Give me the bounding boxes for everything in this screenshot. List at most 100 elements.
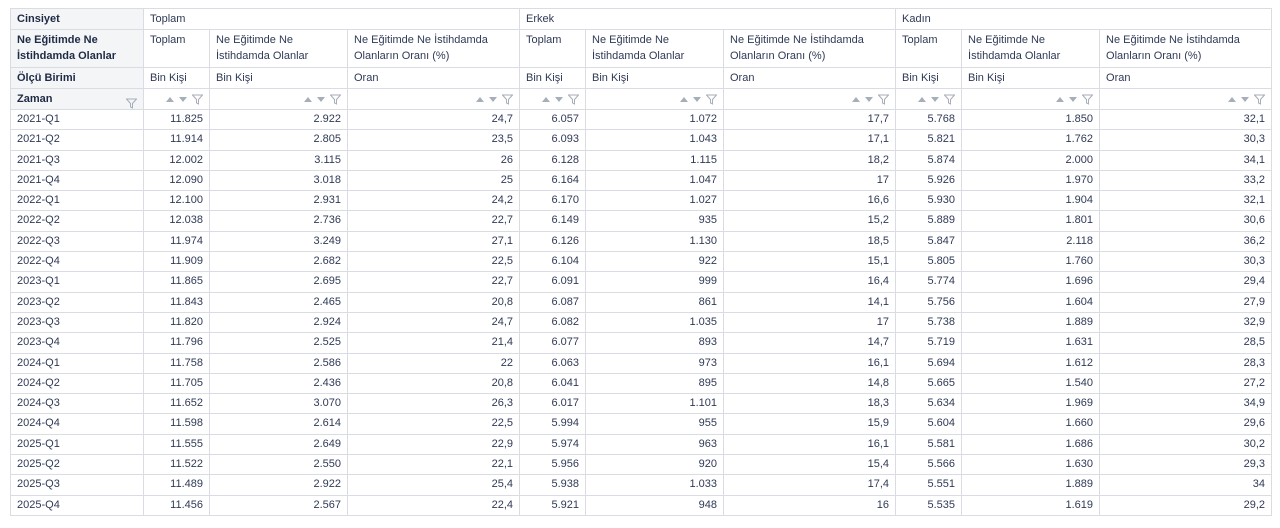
value-cell-erkek-total: 6.017	[519, 393, 586, 415]
value-cell-erkek-neet-count: 963	[585, 433, 724, 456]
value-cell-erkek-neet-rate: 14,7	[722, 332, 897, 354]
value-cell-toplam-neet-rate: 22,5	[347, 413, 520, 435]
value-cell-kadin-total: 5.566	[895, 454, 963, 476]
filter-funnel-icon[interactable]	[567, 90, 580, 109]
sort-ascending-icon[interactable]	[1056, 96, 1065, 102]
value-cell-toplam-total: 11.974	[143, 230, 210, 253]
time-cell: 2023-Q4	[10, 332, 144, 354]
time-cell: 2022-Q4	[10, 251, 144, 273]
filter-funnel-icon[interactable]	[943, 90, 956, 109]
value-cell-toplam-total: 11.705	[143, 372, 210, 395]
column-controls-erkek-neet-count	[585, 88, 724, 110]
value-cell-kadin-total: 5.768	[895, 108, 963, 131]
filter-funnel-icon[interactable]	[705, 90, 718, 109]
value-cell-erkek-neet-rate: 17	[722, 311, 897, 334]
cinsiyet-label: Cinsiyet	[10, 8, 144, 30]
sort-descending-icon[interactable]	[1241, 96, 1250, 102]
sort-descending-icon[interactable]	[317, 96, 325, 102]
value-cell-kadin-neet-count: 1.660	[961, 413, 1101, 435]
value-cell-kadin-neet-rate: 30,2	[1099, 433, 1273, 456]
sort-ascending-icon[interactable]	[1228, 96, 1237, 102]
filter-funnel-icon[interactable]	[125, 93, 138, 109]
group-header-erkek: Erkek	[518, 8, 897, 30]
filter-funnel-icon[interactable]	[1081, 90, 1094, 109]
value-cell-erkek-neet-rate: 15,2	[722, 210, 897, 232]
value-cell-toplam-neet-rate: 25	[347, 169, 520, 192]
unit-header-toplam-neet-count: Bin Kişi	[209, 67, 348, 89]
sort-descending-icon[interactable]	[693, 96, 701, 102]
value-cell-toplam-total: 11.522	[143, 454, 210, 476]
value-cell-toplam-total: 11.914	[143, 129, 210, 151]
value-cell-erkek-total: 6.170	[519, 190, 586, 212]
value-cell-kadin-neet-count: 1.760	[961, 251, 1101, 273]
filter-funnel-icon[interactable]	[191, 90, 204, 109]
value-cell-toplam-neet-count: 2.525	[209, 332, 348, 354]
time-cell: 2022-Q2	[10, 210, 144, 232]
value-cell-toplam-neet-rate: 22,7	[347, 271, 520, 293]
unit-header-kadin-total: Bin Kişi	[895, 67, 963, 89]
measure-header-toplam-total: Toplam	[143, 29, 210, 68]
gender-header-row: Cinsiyet Toplam Erkek Kadın	[10, 8, 1273, 30]
filter-funnel-icon[interactable]	[1253, 90, 1266, 109]
sort-ascending-icon[interactable]	[476, 96, 484, 102]
group-header-toplam: Toplam	[143, 8, 520, 30]
value-cell-kadin-neet-rate: 34,1	[1099, 149, 1273, 171]
value-cell-erkek-neet-count: 935	[585, 210, 724, 232]
value-cell-kadin-neet-rate: 34	[1099, 474, 1273, 496]
value-cell-erkek-neet-count: 1.101	[585, 393, 724, 415]
sort-ascending-icon[interactable]	[166, 96, 174, 102]
sort-descending-icon[interactable]	[865, 96, 874, 102]
value-cell-kadin-total: 5.694	[895, 352, 963, 374]
value-cell-toplam-total: 12.038	[143, 210, 210, 232]
value-cell-erkek-neet-rate: 16,6	[722, 190, 897, 212]
table-row: 2024-Q1 11.758 2.586 22 6.063 973 16,1 5.694 1.6…	[10, 352, 1273, 374]
value-cell-toplam-total: 11.489	[143, 474, 210, 496]
time-cell: 2021-Q4	[10, 169, 144, 192]
sort-descending-icon[interactable]	[555, 96, 563, 102]
column-controls-kadin-total	[895, 88, 963, 110]
value-cell-erkek-neet-count: 1.115	[585, 149, 724, 171]
sort-ascending-icon[interactable]	[918, 96, 927, 102]
value-cell-toplam-neet-rate: 22	[347, 352, 520, 374]
time-cell: 2023-Q1	[10, 271, 144, 293]
value-cell-toplam-neet-rate: 21,4	[347, 332, 520, 354]
value-cell-toplam-total: 11.598	[143, 413, 210, 435]
filter-funnel-icon[interactable]	[877, 90, 890, 109]
sort-ascending-icon[interactable]	[542, 96, 550, 102]
value-cell-toplam-neet-count: 2.805	[209, 129, 348, 151]
sort-descending-icon[interactable]	[1069, 96, 1078, 102]
table-row: 2025-Q4 11.456 2.567 22,4 5.921 948 16 5.535 1.6…	[10, 494, 1273, 516]
value-cell-erkek-neet-rate: 14,8	[722, 372, 897, 395]
value-cell-toplam-neet-rate: 24,7	[347, 311, 520, 334]
value-cell-kadin-neet-rate: 27,9	[1099, 291, 1273, 313]
value-cell-kadin-neet-count: 1.969	[961, 393, 1101, 415]
value-cell-erkek-neet-count: 861	[585, 291, 724, 313]
table-row: 2021-Q4 12.090 3.018 25 6.164 1.047 17 5.926 1.9…	[10, 169, 1273, 192]
time-cell: 2024-Q1	[10, 352, 144, 374]
table-row: 2023-Q4 11.796 2.525 21,4 6.077 893 14,7 5.719 1…	[10, 332, 1273, 354]
sort-ascending-icon[interactable]	[304, 96, 312, 102]
filter-funnel-icon[interactable]	[329, 90, 342, 109]
sort-ascending-icon[interactable]	[852, 96, 861, 102]
value-cell-erkek-neet-count: 1.130	[585, 230, 724, 253]
value-cell-erkek-neet-rate: 15,1	[722, 251, 897, 273]
value-cell-kadin-total: 5.847	[895, 230, 963, 253]
sort-ascending-icon[interactable]	[680, 96, 688, 102]
value-cell-erkek-neet-rate: 18,2	[722, 149, 897, 171]
value-cell-kadin-total: 5.535	[895, 494, 963, 516]
value-cell-erkek-neet-rate: 14,1	[722, 291, 897, 313]
filter-funnel-icon[interactable]	[501, 90, 514, 109]
value-cell-toplam-neet-count: 2.586	[209, 352, 348, 374]
value-cell-toplam-neet-rate: 22,1	[347, 454, 520, 476]
time-cell: 2024-Q2	[10, 372, 144, 395]
sort-descending-icon[interactable]	[489, 96, 497, 102]
value-cell-kadin-total: 5.774	[895, 271, 963, 293]
sort-descending-icon[interactable]	[179, 96, 187, 102]
value-cell-toplam-total: 11.758	[143, 352, 210, 374]
table-row: 2022-Q2 12.038 2.736 22,7 6.149 935 15,2 5.889 1…	[10, 210, 1273, 232]
sort-descending-icon[interactable]	[931, 96, 940, 102]
table-row: 2021-Q3 12.002 3.115 26 6.128 1.115 18,2 5.874 2…	[10, 149, 1273, 171]
table-row: 2022-Q1 12.100 2.931 24,2 6.170 1.027 16,6 5.93…	[10, 190, 1273, 212]
value-cell-toplam-neet-count: 3.070	[209, 393, 348, 415]
value-cell-kadin-total: 5.719	[895, 332, 963, 354]
